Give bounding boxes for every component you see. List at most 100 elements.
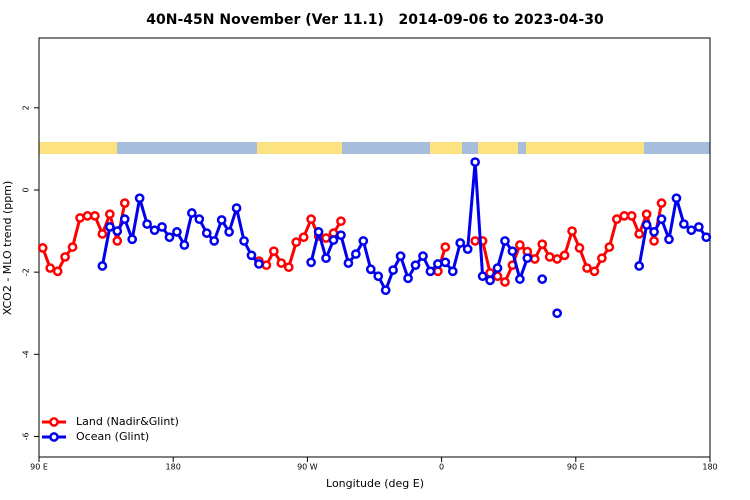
marker	[82, 211, 93, 221]
marker	[365, 264, 376, 275]
chart-title: 40N-45N November (Ver 11.1) 2014-09-06 t…	[146, 12, 604, 28]
marker	[336, 230, 346, 241]
marker	[246, 250, 257, 261]
y-tick-label: -6	[22, 432, 31, 440]
marker	[157, 222, 167, 232]
marker	[515, 274, 525, 284]
marker	[239, 236, 249, 246]
marker	[470, 236, 480, 246]
y-tick-label: -4	[22, 350, 31, 358]
marker	[589, 266, 600, 277]
marker	[358, 236, 369, 246]
marker	[291, 237, 302, 248]
marker	[634, 261, 645, 271]
marker	[104, 209, 115, 220]
marker	[395, 251, 406, 261]
marker	[306, 214, 316, 225]
marker	[276, 258, 287, 268]
x-axis-label: Longitude (deg E)	[326, 477, 424, 490]
marker	[500, 236, 510, 246]
marker	[433, 266, 443, 277]
marker	[97, 229, 108, 239]
marker	[418, 251, 428, 261]
marker	[60, 252, 70, 262]
marker	[112, 226, 123, 236]
marker	[470, 157, 480, 167]
marker	[641, 220, 652, 230]
marker	[216, 215, 227, 225]
marker	[611, 214, 622, 225]
marker	[67, 242, 78, 252]
marker	[104, 222, 115, 232]
marker	[626, 211, 637, 221]
marker	[351, 249, 361, 259]
marker	[433, 259, 443, 269]
marker	[313, 227, 324, 237]
marker	[231, 203, 242, 213]
y-tick-label: 0	[22, 187, 31, 192]
marker	[634, 229, 645, 239]
marker	[97, 261, 108, 271]
marker	[492, 263, 503, 273]
marker	[179, 240, 190, 250]
marker	[574, 243, 585, 253]
marker	[641, 209, 652, 220]
x-tick-label: 180	[702, 463, 717, 472]
land-strip	[257, 142, 342, 154]
marker	[440, 242, 451, 252]
marker	[447, 266, 458, 277]
marker	[403, 273, 413, 284]
marker	[656, 198, 667, 208]
marker	[477, 271, 488, 282]
x-tick-label: 90 E	[30, 463, 48, 472]
marker	[298, 232, 309, 243]
marker	[440, 257, 451, 268]
marker	[186, 208, 197, 218]
marker	[321, 253, 331, 264]
x-tick-label: 0	[439, 463, 444, 472]
marker	[701, 232, 712, 243]
legend-label: Ocean (Glint)	[76, 430, 149, 443]
marker	[164, 232, 175, 243]
y-tick-label: 2	[22, 105, 31, 110]
y-axis-label: XCO2 - MLO trend (ppm)	[1, 181, 14, 316]
marker	[37, 243, 48, 253]
marker	[343, 258, 354, 268]
legend-marker	[49, 417, 59, 427]
legend-marker	[49, 432, 59, 442]
marker	[306, 257, 316, 268]
marker	[90, 211, 100, 221]
marker	[500, 277, 510, 287]
marker	[119, 214, 130, 225]
marker	[336, 216, 346, 227]
marker	[254, 259, 264, 269]
marker	[224, 227, 234, 237]
marker	[604, 242, 615, 252]
marker	[649, 227, 659, 237]
marker	[134, 193, 145, 204]
land-strip	[478, 142, 518, 154]
marker	[209, 236, 220, 246]
marker	[485, 275, 495, 286]
marker	[373, 271, 384, 282]
marker	[656, 214, 667, 225]
marker	[283, 262, 294, 273]
marker	[544, 252, 555, 262]
marker	[529, 254, 540, 264]
marker	[194, 214, 205, 225]
marker	[52, 266, 63, 277]
marker	[328, 235, 339, 245]
marker	[75, 213, 85, 223]
marker	[261, 260, 272, 271]
x-tick-label: 90 W	[297, 463, 318, 472]
marker	[679, 219, 689, 229]
marker	[559, 250, 570, 261]
marker	[686, 225, 697, 236]
marker	[388, 265, 398, 275]
land-strip	[430, 142, 462, 154]
land-mask-strip	[39, 142, 710, 154]
marker	[269, 246, 279, 257]
marker	[119, 198, 130, 208]
